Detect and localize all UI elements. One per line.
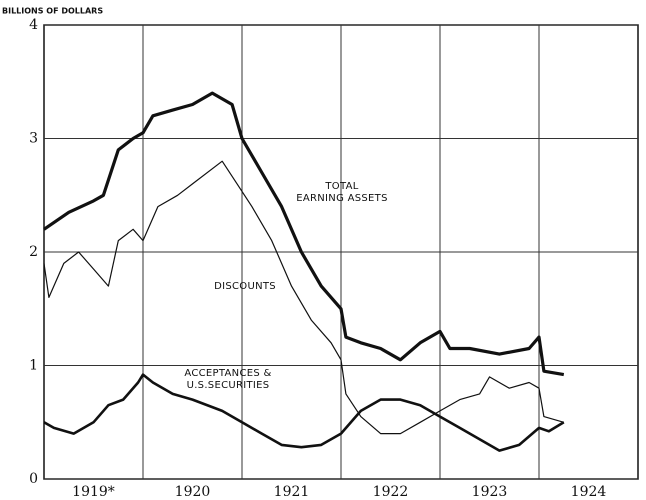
series-label: DISCOUNTS — [214, 281, 276, 292]
series-line — [43, 373, 565, 452]
series-line — [43, 160, 564, 435]
y-tick-label: 1 — [29, 358, 38, 374]
series-label: EARNING ASSETS — [296, 193, 387, 204]
x-tick-label: 1920 — [175, 484, 211, 500]
y-tick-label: 0 — [29, 471, 38, 487]
series-label: ACCEPTANCES & — [184, 368, 271, 379]
y-tick-label: 2 — [29, 244, 38, 260]
y-axis-label: BILLIONS OF DOLLARS — [2, 7, 103, 16]
y-tick-label: 4 — [29, 17, 38, 33]
x-tick-label: 1922 — [373, 484, 409, 500]
x-tick-label: 1919* — [72, 484, 115, 500]
x-tick-label: 1921 — [274, 484, 310, 500]
y-tick-label: 3 — [29, 131, 38, 147]
series-line — [43, 91, 565, 377]
series-label: TOTAL — [324, 181, 358, 192]
x-tick-label: 1923 — [472, 484, 508, 500]
series-label: U.S.SECURITIES — [187, 380, 270, 391]
x-tick-label: 1924 — [571, 484, 607, 500]
